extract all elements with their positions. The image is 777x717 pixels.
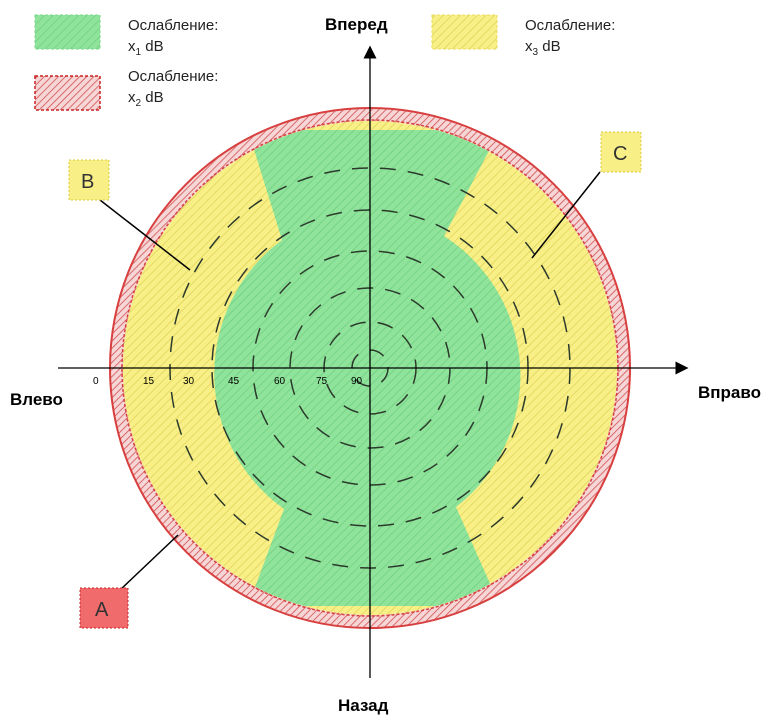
direction-back-label: Назад xyxy=(338,696,389,715)
angle-tick-30: 30 xyxy=(183,376,195,387)
angle-ticks: 0 15 30 45 60 75 90 xyxy=(93,376,363,387)
angle-tick-45: 45 xyxy=(228,376,240,387)
legend-label-3: Ослабление: xyxy=(525,17,615,34)
callout-c-label: C xyxy=(613,143,627,165)
legend-label-1: Ослабление: xyxy=(128,17,218,34)
legend-swatch-yellow xyxy=(431,14,498,50)
legend-swatch-red xyxy=(34,75,101,111)
angle-tick-90: 90 xyxy=(351,376,363,387)
legend-value-3: x3 dB xyxy=(525,38,561,58)
callout-b-label: B xyxy=(81,171,94,193)
callout-a-box xyxy=(79,587,129,629)
callout-b-box xyxy=(68,159,110,201)
callout-a-label: A xyxy=(95,599,109,621)
legend: Ослабление: x1 dB Ослабление: x2 dB Осла… xyxy=(34,14,615,111)
legend-swatch-green xyxy=(34,14,101,50)
angle-tick-75: 75 xyxy=(316,376,328,387)
angle-tick-15: 15 xyxy=(143,376,155,387)
callout-b-leader xyxy=(99,199,191,271)
legend-label-2: Ослабление: xyxy=(128,68,218,85)
callout-c-leader xyxy=(531,171,601,259)
angle-tick-0: 0 xyxy=(93,376,99,387)
direction-left-label: Влево xyxy=(10,390,63,409)
direction-right-label: Вправо xyxy=(698,383,761,402)
direction-forward-label: Вперед xyxy=(325,15,388,34)
legend-value-1: x1 dB xyxy=(128,38,164,58)
angle-tick-60: 60 xyxy=(274,376,286,387)
legend-value-2: x2 dB xyxy=(128,89,164,109)
callout-c-box xyxy=(600,131,642,173)
callout-a-leader xyxy=(119,534,179,591)
